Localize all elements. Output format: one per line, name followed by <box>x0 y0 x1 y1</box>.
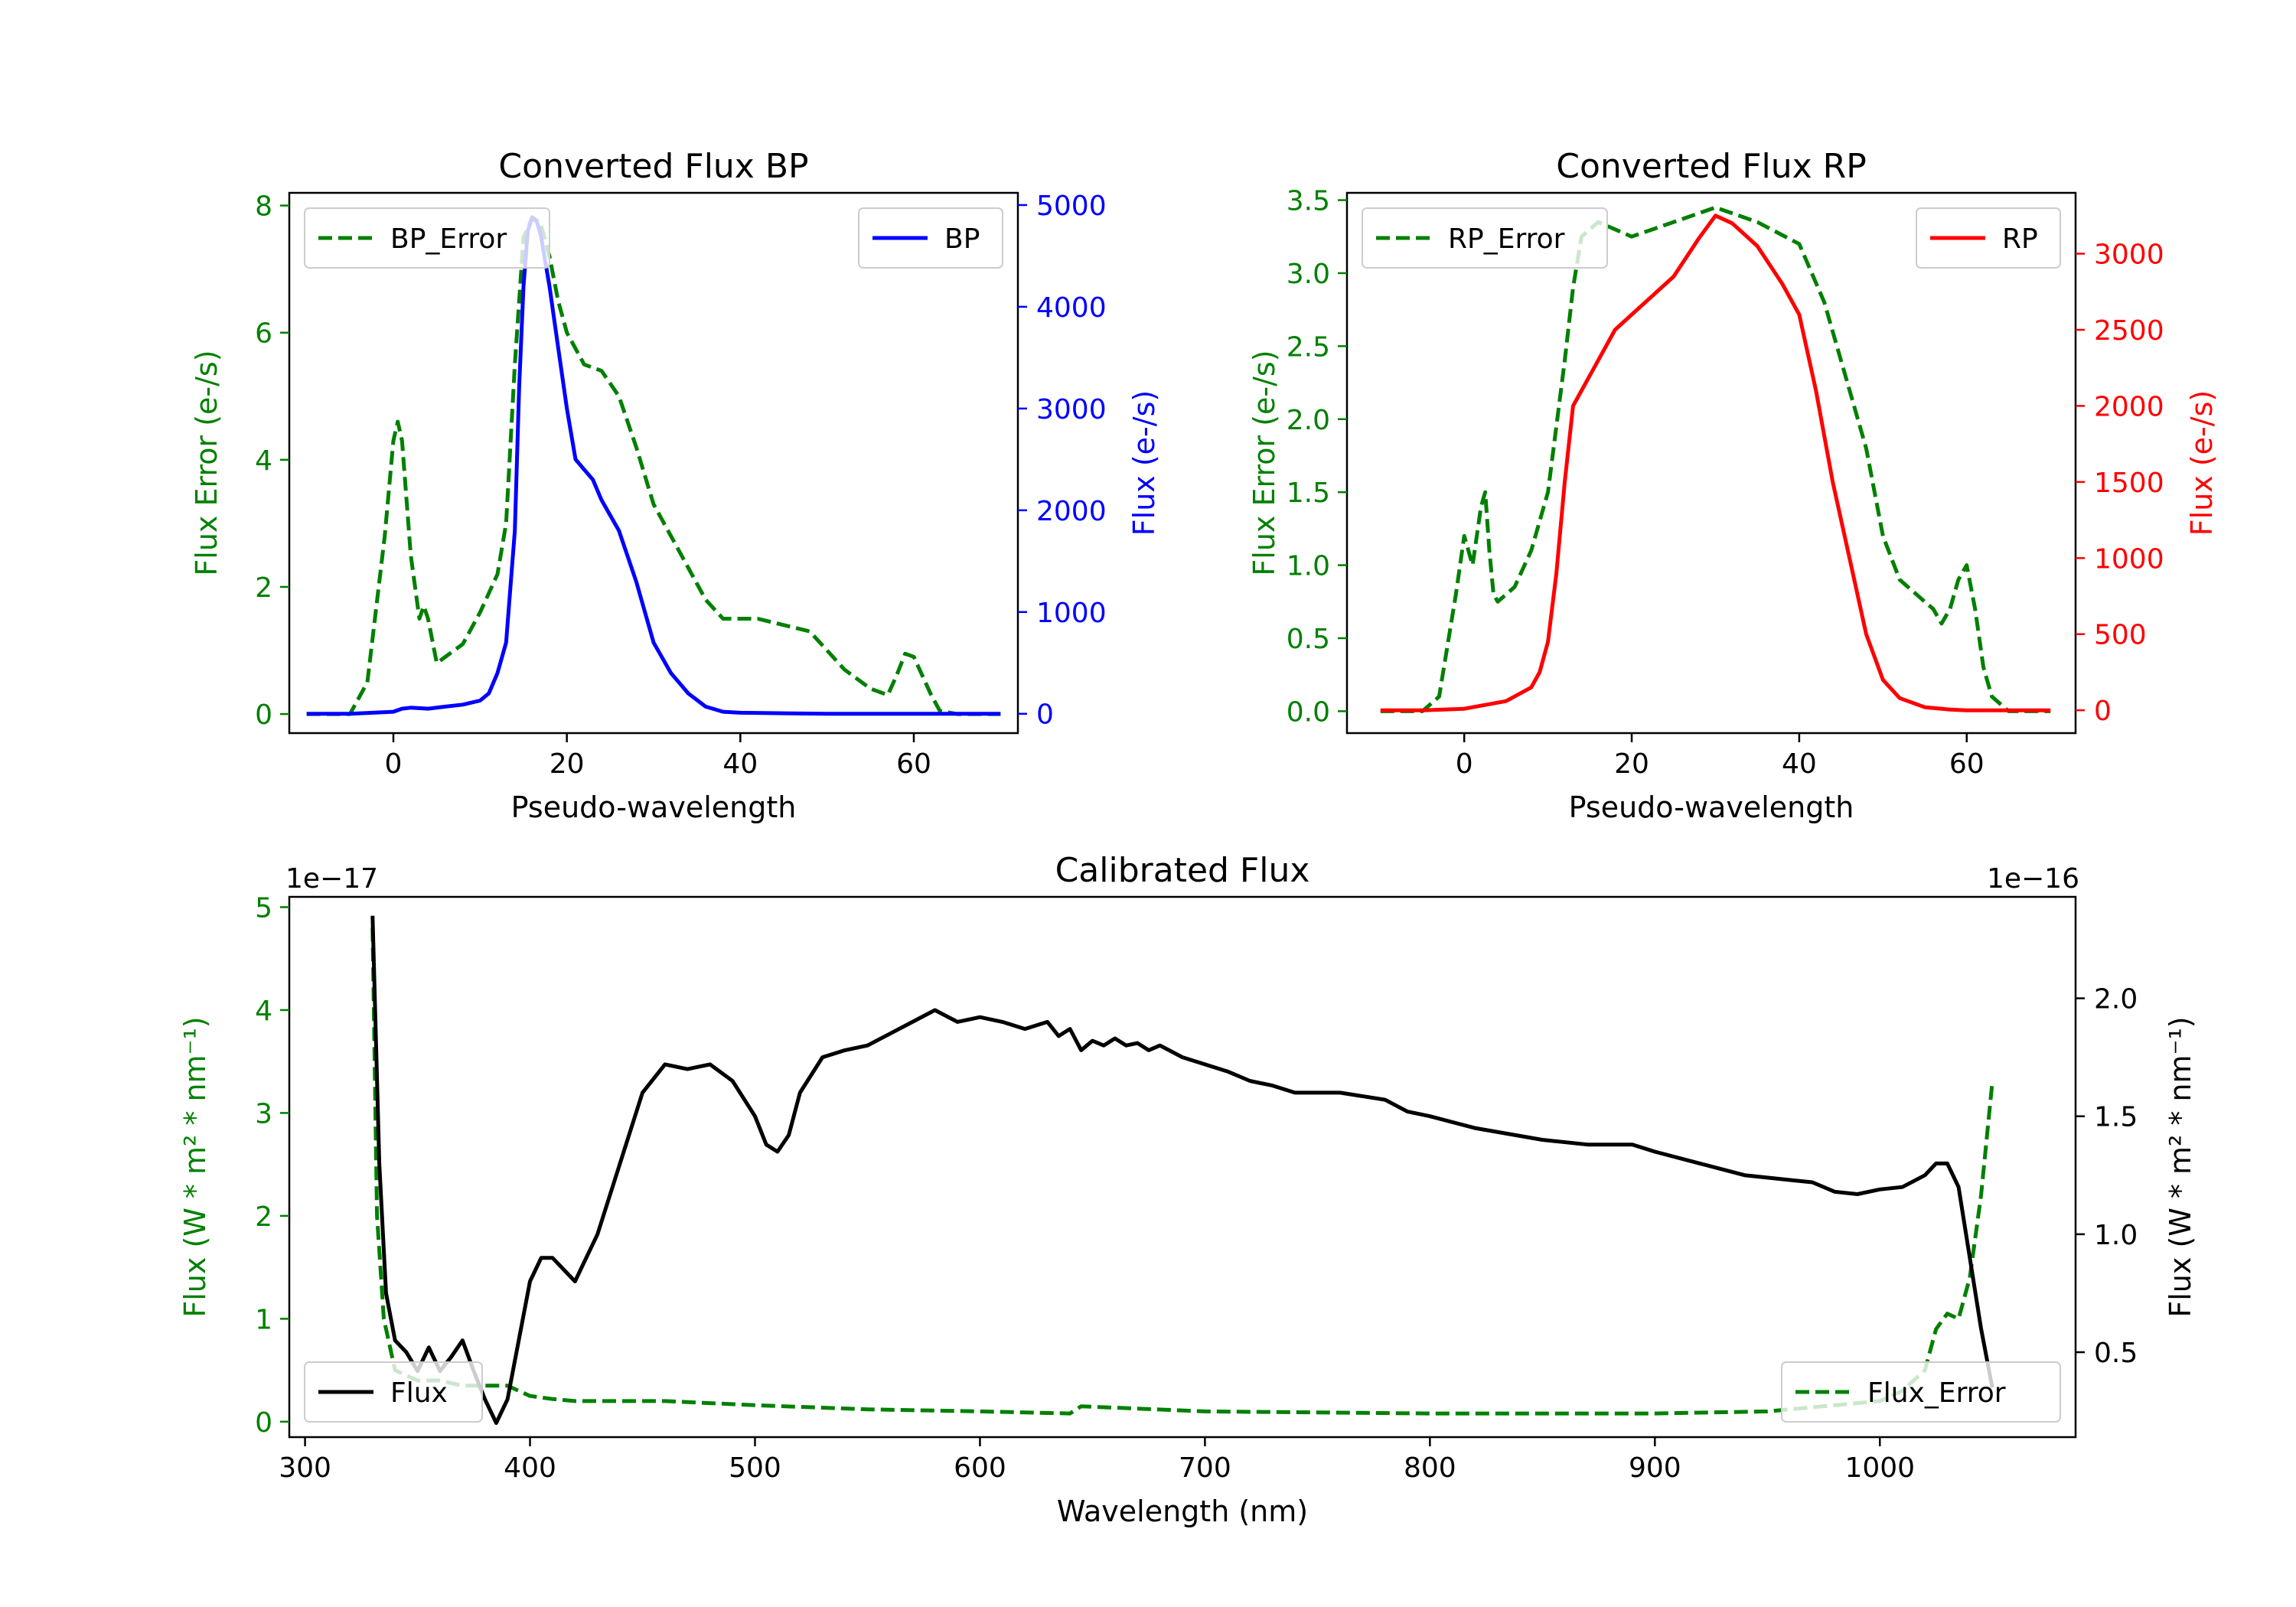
series-line-bp-error <box>306 216 1001 716</box>
y-right-tick-label: 2000 <box>1036 496 1107 527</box>
x-tick-label: 20 <box>1614 748 1649 780</box>
y-right-axis-label: Flux (W * m² * nm⁻¹) <box>2164 1016 2197 1317</box>
y-right-tick-label: 3000 <box>1036 394 1107 425</box>
y-left-tick-label: 2 <box>255 572 272 604</box>
y-left-tick-label: 4 <box>255 445 272 477</box>
x-tick-label: 400 <box>504 1452 556 1484</box>
legend-bp: BP <box>858 207 1003 269</box>
x-tick-label: 900 <box>1629 1452 1681 1484</box>
legend-label: Flux <box>390 1377 448 1409</box>
legend-label: BP_Error <box>390 223 507 255</box>
legend-box <box>304 1361 483 1423</box>
y-left-axis-label: Flux Error (e-/s) <box>190 350 223 575</box>
legend-rp-error: RP_Error <box>1362 207 1608 269</box>
x-axis-label: Pseudo-wavelength <box>1569 790 1854 824</box>
x-tick-label: 40 <box>722 748 758 780</box>
y-right-tick-label: 1.0 <box>2094 1220 2138 1251</box>
y-left-tick-label: 2 <box>255 1201 272 1233</box>
series-line-rp <box>1380 214 2051 712</box>
y-right-tick-label: 2500 <box>2094 315 2164 347</box>
y-right-tick-label: 0 <box>1036 699 1054 731</box>
legend-bp-error: BP_Error <box>304 207 550 269</box>
x-tick-label: 0 <box>385 748 403 780</box>
y-left-tick-label: 1 <box>255 1304 272 1335</box>
x-tick-label: 600 <box>954 1452 1006 1484</box>
y-left-tick-label: 3.5 <box>1287 186 1330 217</box>
legend-label: RP <box>2002 223 2038 255</box>
x-axis-label: Wavelength (nm) <box>1057 1495 1308 1528</box>
series-line-rp-error <box>1380 205 2051 713</box>
x-tick-label: 60 <box>896 748 931 780</box>
legend-box <box>1916 207 2061 269</box>
y-right-tick-label: 1500 <box>2094 468 2164 499</box>
series-line-flux-error <box>370 927 1994 1416</box>
y-left-tick-label: 0 <box>255 1407 272 1439</box>
y-right-tick-label: 2.0 <box>2094 984 2138 1015</box>
legend-box <box>1781 1361 2061 1423</box>
y-right-axis-label: Flux (e-/s) <box>1127 390 1161 536</box>
chart-title: Converted Flux BP <box>498 147 808 186</box>
y-left-tick-label: 0.0 <box>1287 696 1330 728</box>
chart-3: Calibrated Flux 300 400 500 600 700 800 900 1000… <box>178 851 2197 1528</box>
legend-flux: Flux <box>304 1361 483 1423</box>
x-tick-label: 0 <box>1456 748 1473 780</box>
y-right-tick-label: 5000 <box>1036 191 1107 222</box>
y-left-tick-label: 6 <box>255 318 272 350</box>
plot-frame <box>1345 191 2077 735</box>
plot-frame <box>288 191 1019 735</box>
x-tick-label: 300 <box>279 1452 331 1484</box>
legend-box <box>1362 207 1608 269</box>
y-left-tick-label: 0 <box>255 699 272 731</box>
x-tick-label: 40 <box>1782 748 1817 780</box>
legend-box <box>304 207 550 269</box>
y-left-tick-label: 3.0 <box>1287 259 1330 290</box>
x-tick-label: 20 <box>550 748 585 780</box>
legend-label: Flux_Error <box>1867 1377 2006 1409</box>
chart-title: Converted Flux RP <box>1556 147 1867 186</box>
y-left-axis-label: Flux (W * m² * nm⁻¹) <box>178 1016 212 1317</box>
series-line-flux <box>370 915 1994 1425</box>
y-right-tick-label: 2000 <box>2094 391 2164 422</box>
y-left-tick-label: 5 <box>255 892 272 924</box>
y-left-tick-label: 0.5 <box>1287 624 1330 655</box>
y-right-offset: 1e−16 <box>1987 863 2079 895</box>
x-tick-label: 1000 <box>1844 1452 1915 1484</box>
y-left-tick-label: 2.0 <box>1287 405 1330 436</box>
legend-flux-error: Flux_Error <box>1781 1361 2061 1423</box>
plot-frame <box>288 895 2077 1439</box>
y-left-offset: 1e−17 <box>285 863 378 895</box>
y-right-tick-label: 4000 <box>1036 292 1107 324</box>
x-tick-label: 60 <box>1949 748 1985 780</box>
y-right-tick-label: 1000 <box>1036 598 1107 629</box>
x-tick-label: 500 <box>729 1452 781 1484</box>
y-left-tick-label: 2.5 <box>1287 331 1330 363</box>
y-left-tick-label: 3 <box>255 1098 272 1129</box>
x-tick-label: 800 <box>1404 1452 1456 1484</box>
x-tick-label: 700 <box>1179 1452 1231 1484</box>
y-right-tick-label: 0.5 <box>2094 1338 2138 1369</box>
y-left-tick-label: 4 <box>255 996 272 1027</box>
chart-1: Converted Flux BP0 20 40 60Pseudo-wavelengt… <box>190 147 1161 824</box>
y-right-tick-label: 1000 <box>2094 543 2164 575</box>
legend-box <box>858 207 1003 269</box>
y-right-tick-label: 500 <box>2094 620 2147 651</box>
legend-label: BP <box>944 223 980 255</box>
series-line-bp <box>306 215 1001 716</box>
y-left-tick-label: 1.5 <box>1287 478 1330 509</box>
y-right-tick-label: 1.5 <box>2094 1102 2138 1133</box>
legend-label: RP_Error <box>1448 223 1565 255</box>
y-left-tick-label: 8 <box>255 191 272 223</box>
chart-title: Calibrated Flux <box>1055 851 1310 890</box>
chart-2: Converted Flux RP 0 20 40 60 Pseudo-wavelengt… <box>1247 147 2219 824</box>
y-left-axis-label: Flux Error (e-/s) <box>1247 350 1281 575</box>
y-right-tick-label: 3000 <box>2094 240 2164 271</box>
y-right-tick-label: 0 <box>2094 696 2112 727</box>
x-axis-label: Pseudo-wavelength <box>511 790 797 824</box>
legend-rp: RP <box>1916 207 2061 269</box>
y-right-axis-label: Flux (e-/s) <box>2185 390 2219 536</box>
y-left-tick-label: 1.0 <box>1287 551 1330 582</box>
